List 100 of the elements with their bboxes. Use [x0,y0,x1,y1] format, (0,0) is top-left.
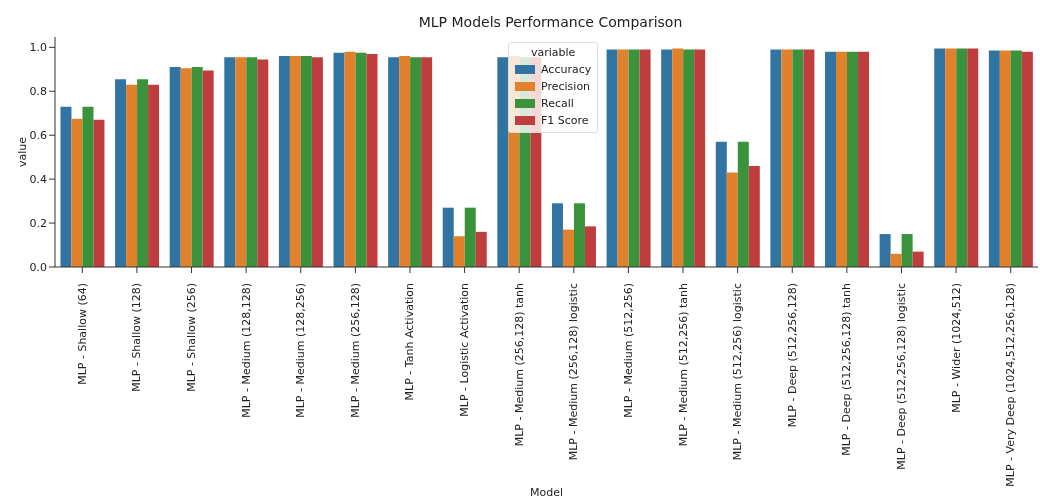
y-tick-label: 0.0 [29,260,47,274]
bar [464,207,476,267]
bar [169,67,181,267]
x-tick-label: MLP - Medium (512,256) [621,283,635,418]
bar [289,56,301,267]
x-tick-label: MLP - Shallow (128) [130,283,144,392]
bar [661,49,673,267]
y-axis-title: value [15,136,29,168]
bar [803,49,815,267]
x-tick-label: MLP - Deep (512,256,128) logistic [894,283,908,470]
bar [836,51,848,267]
bar [126,84,138,267]
x-tick-label: MLP - Deep (512,256,128) tanh [840,282,854,456]
bar [278,56,290,267]
bar [421,57,433,267]
bar [825,51,837,267]
bar [1010,50,1022,267]
bar [442,207,454,267]
y-tick-label: 1.0 [29,41,47,55]
bar [999,50,1011,267]
bar [847,51,859,267]
bar [333,52,345,267]
y-tick-label: 0.6 [29,129,47,143]
bar [453,236,465,267]
bar [628,49,640,267]
bar [1021,51,1033,267]
bar [584,226,596,267]
bar [388,57,400,267]
bar [137,79,149,267]
bar [180,68,192,267]
bar [410,57,422,267]
bar [355,52,367,267]
y-tick-label: 0.2 [29,216,47,230]
legend-label: F1 Score [541,113,589,129]
bar [246,57,258,267]
x-tick-label: MLP - Very Deep (1024,512,256,128) [1004,283,1018,487]
bar [344,51,356,267]
x-tick-label: MLP - Tanh Activation [403,282,417,401]
bar [672,48,684,267]
bar [639,49,651,267]
bar [858,51,870,267]
x-tick-label: MLP - Logistic Activation [458,282,472,417]
y-tick-label: 0.4 [29,173,47,187]
legend-label: Recall [541,96,574,112]
bar [551,203,563,267]
bar [562,229,574,267]
bar [93,119,105,267]
x-tick-label: MLP - Medium (256,128) logistic [567,283,581,461]
x-tick-label: MLP - Shallow (64) [75,283,89,385]
bar [311,57,323,267]
chart-title: MLP Models Performance Comparison [417,14,684,30]
bar [366,53,378,267]
bar [235,57,247,267]
bar [497,57,509,267]
bar [115,79,127,267]
bar [912,251,924,267]
bar [715,141,727,267]
bar [617,49,629,267]
x-tick-label: MLP - Medium (512,256) logistic [731,283,745,461]
legend-label: Accuracy [541,62,592,78]
bar [770,49,782,267]
bar [726,172,738,267]
bar [737,141,749,267]
bar [71,118,83,267]
x-tick-label: MLP - Deep (512,256,128) [785,283,799,428]
bar [879,234,891,267]
x-tick-label: MLP - Medium (128,256) [294,283,308,418]
bar [606,49,618,267]
bar [792,49,804,267]
bar [988,50,1000,267]
x-tick-label: MLP - Wider (1024,512) [949,283,963,413]
bar [399,56,411,267]
bar [191,67,203,267]
bar [901,234,913,267]
bar [573,203,585,267]
bar [945,48,957,267]
bar [82,106,94,267]
bar [148,84,160,267]
bar [694,49,706,267]
x-tick-label: MLP - Medium (128,128) [239,283,253,418]
bar [967,48,979,267]
x-axis-title: Model [529,486,564,499]
legend-title: variable [529,46,577,59]
x-tick-label: MLP - Medium (512,256) tanh [676,282,690,447]
bar [890,253,902,267]
y-tick-label: 0.8 [29,85,47,99]
bar [934,48,946,267]
x-tick-label: MLP - Medium (256,128) [348,283,362,418]
bar [781,49,793,267]
bar [257,59,269,267]
legend-label: Precision [541,79,591,95]
x-tick-label: MLP - Medium (256,128) tanh [512,282,526,447]
bar [224,57,236,267]
bar [956,48,968,267]
bar [748,165,760,267]
bar [475,231,487,267]
bar [202,70,214,267]
bar [300,56,312,267]
x-tick-label: MLP - Shallow (256) [185,283,199,392]
bar [683,49,695,267]
